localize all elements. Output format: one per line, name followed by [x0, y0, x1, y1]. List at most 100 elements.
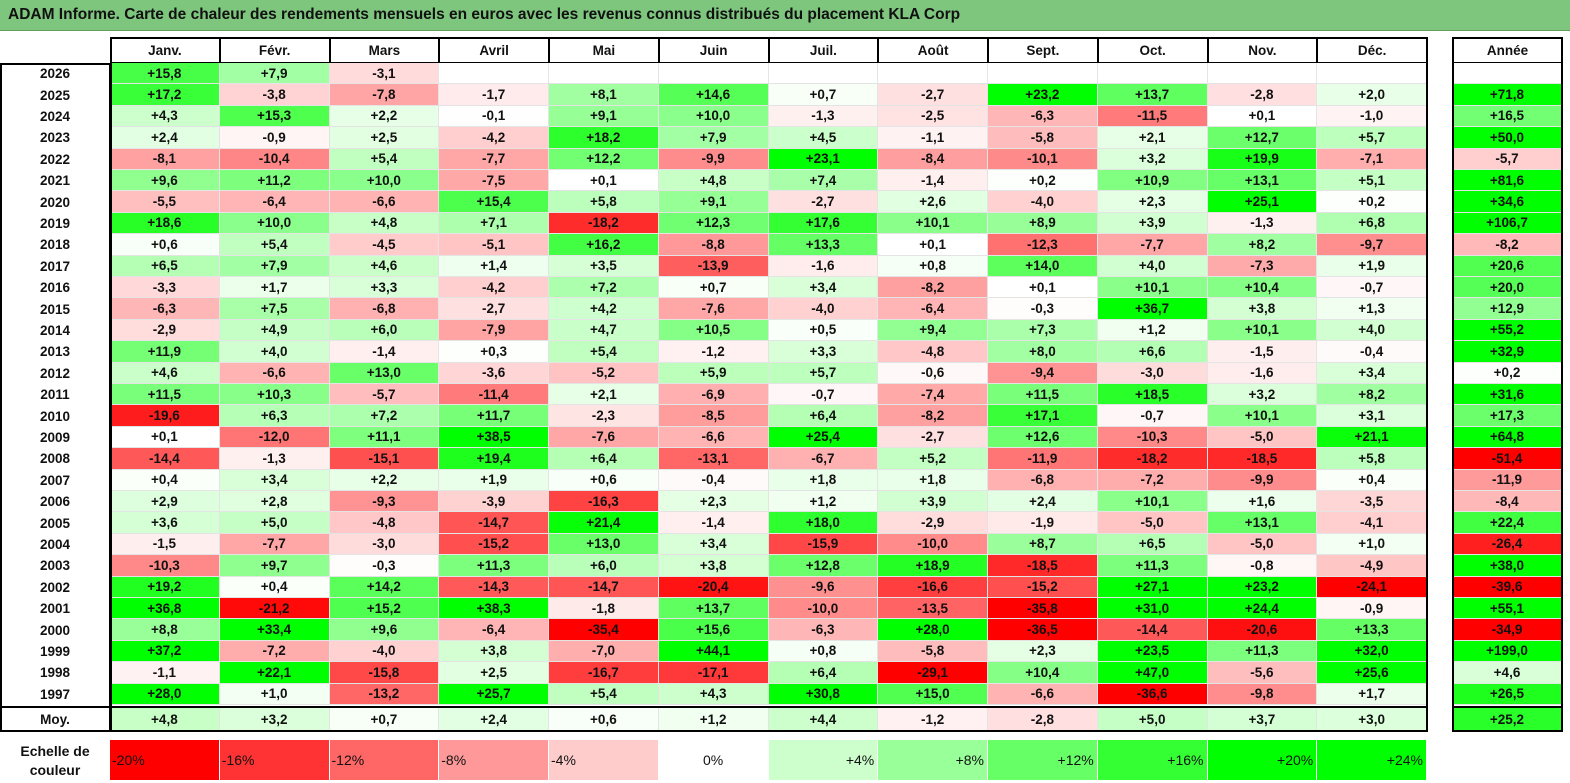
heatmap-cell: +17,6: [768, 212, 879, 235]
heatmap-cell: +18,5: [1097, 384, 1208, 406]
heatmap-cell: +2,2: [329, 469, 440, 491]
heatmap-cell: -14,4: [1097, 619, 1208, 641]
heatmap-cell: +8,9: [988, 212, 1098, 235]
heatmap-cell: +2,0: [1317, 84, 1427, 106]
heatmap-cell: +2,4: [110, 127, 220, 149]
heatmap-cell: +36,8: [110, 598, 220, 620]
color-scale-step: -8%: [439, 740, 549, 780]
annual-cell: +22,4: [1452, 512, 1563, 534]
heatmap-cell: +7,9: [219, 63, 330, 85]
heatmap-cell: +0,1: [878, 234, 988, 256]
heatmap-cell: -7,7: [219, 533, 330, 556]
heatmap-cell: -15,2: [439, 533, 549, 556]
heatmap-cell: +13,7: [1097, 84, 1208, 106]
column-header: Févr.: [219, 37, 330, 63]
heatmap-cell: +27,1: [1097, 576, 1208, 598]
row-label-year: 2007: [39, 472, 71, 488]
heatmap-cell: +12,3: [658, 212, 769, 235]
heatmap-cell: +3,2: [1207, 384, 1318, 406]
average-cell: +0,6: [549, 707, 659, 732]
heatmap-cell: -0,3: [988, 298, 1098, 320]
heatmap-cell: +10,5: [658, 319, 769, 342]
heatmap-cell: +4,0: [1317, 319, 1427, 342]
heatmap-cell: -4,8: [878, 341, 988, 363]
heatmap-cell: +3,3: [329, 277, 440, 299]
heatmap-cell: +10,0: [219, 212, 330, 235]
heatmap-cell: +19,9: [1207, 148, 1318, 170]
heatmap-cell: +9,1: [658, 191, 769, 213]
heatmap-cell: -6,6: [988, 683, 1098, 705]
annual-cell: +55,2: [1452, 319, 1563, 342]
heatmap-cell: +9,1: [549, 105, 659, 128]
heatmap-cell: -36,5: [988, 619, 1098, 641]
heatmap-cell: -0,7: [1097, 405, 1208, 427]
heatmap-cell: +0,4: [1317, 469, 1427, 491]
heatmap-cell: -7,3: [1207, 255, 1318, 277]
heatmap-cell: -6,9: [658, 384, 769, 406]
annual-cell: [1452, 63, 1563, 85]
heatmap-cell: +18,6: [110, 212, 220, 235]
heatmap-cell: +28,0: [878, 619, 988, 641]
heatmap-cell: +2,3: [1097, 191, 1208, 213]
heatmap-cell: +10,4: [1207, 277, 1318, 299]
heatmap-cell: +4,3: [110, 105, 220, 128]
heatmap-cell: +0,1: [1207, 105, 1318, 128]
heatmap-cell: -18,2: [1097, 448, 1208, 470]
row-label-year: 2005: [39, 515, 71, 531]
heatmap-cell: +23,2: [1207, 576, 1318, 598]
heatmap-cell: +11,5: [988, 384, 1098, 406]
heatmap-cell: +7,3: [988, 319, 1098, 342]
heatmap-cell: +15,8: [110, 63, 220, 85]
heatmap-cell: +8,8: [110, 619, 220, 641]
row-label-year: 2020: [39, 194, 71, 210]
column-header: Déc.: [1317, 37, 1427, 63]
heatmap-cell: -9,6: [768, 576, 879, 598]
heatmap-cell: +0,1: [988, 277, 1098, 299]
color-scale-label-line2: couleur: [29, 762, 81, 778]
heatmap-cell: -1,2: [658, 341, 769, 363]
heatmap-cell: -4,5: [329, 234, 440, 256]
heatmap-cell: -29,1: [878, 662, 988, 684]
heatmap-cell: +8,0: [988, 341, 1098, 363]
annual-cell: +71,8: [1452, 84, 1563, 106]
heatmap-cell: +13,7: [658, 598, 769, 620]
heatmap-cell: -13,5: [878, 598, 988, 620]
heatmap-cell: -1,4: [878, 170, 988, 192]
heatmap-cell: +1,2: [1097, 319, 1208, 342]
heatmap-cell: -9,8: [1207, 683, 1318, 705]
heatmap-cell: -4,2: [439, 277, 549, 299]
heatmap-cell: +15,0: [878, 683, 988, 705]
heatmap-cell: +2,9: [110, 491, 220, 513]
heatmap-cell: +11,5: [110, 384, 220, 406]
row-label-year: 2003: [39, 558, 71, 574]
average-cell: +4,4: [768, 707, 879, 732]
row-label-year: 1999: [39, 643, 71, 659]
heatmap-cell: +32,0: [1317, 640, 1427, 663]
heatmap-cell: -4,2: [439, 127, 549, 149]
heatmap-cell: +3,9: [878, 491, 988, 513]
heatmap-cell: +5,7: [768, 362, 879, 384]
heatmap-cell: +5,4: [549, 341, 659, 363]
heatmap-cell: -15,8: [329, 662, 440, 684]
annual-cell: -11,9: [1452, 469, 1563, 491]
heatmap-cell: +5,4: [549, 683, 659, 705]
heatmap-cell: +1,8: [878, 469, 988, 491]
heatmap-cell: +5,9: [658, 362, 769, 384]
heatmap-cell: -6,3: [110, 298, 220, 320]
heatmap-cell: -18,5: [988, 555, 1098, 577]
heatmap-cell: +4,6: [329, 255, 440, 277]
heatmap-cell: +7,5: [219, 298, 330, 320]
heatmap-cell: -18,2: [549, 212, 659, 235]
heatmap-cell: +3,3: [768, 341, 879, 363]
annual-average-cell: +25,2: [1452, 707, 1563, 732]
heatmap-cell: -12,0: [219, 426, 330, 449]
heatmap-cell: +13,1: [1207, 170, 1318, 192]
heatmap-cell: +28,0: [110, 683, 220, 705]
heatmap-cell: [768, 63, 879, 85]
column-header: Janv.: [110, 37, 220, 63]
heatmap-cell: -2,3: [549, 405, 659, 427]
heatmap-cell: +8,7: [988, 533, 1098, 556]
heatmap-cell: +4,7: [549, 319, 659, 342]
heatmap-cell: -1,3: [768, 105, 879, 128]
heatmap-cell: [549, 63, 659, 85]
